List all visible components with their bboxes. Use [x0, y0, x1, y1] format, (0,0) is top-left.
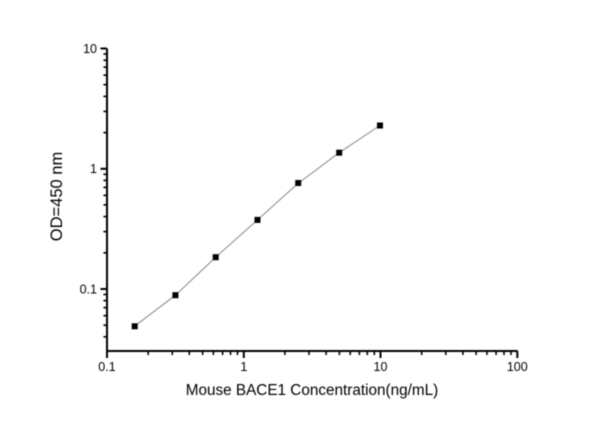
svg-text:0.1: 0.1	[80, 282, 97, 296]
svg-text:0.1: 0.1	[98, 360, 115, 374]
svg-text:100: 100	[507, 360, 528, 374]
svg-text:Mouse BACE1 Concentration(ng/m: Mouse BACE1 Concentration(ng/mL)	[186, 382, 439, 399]
svg-text:1: 1	[90, 162, 97, 176]
svg-text:1: 1	[240, 360, 247, 374]
svg-text:10: 10	[374, 360, 388, 374]
svg-text:10: 10	[83, 42, 97, 56]
svg-text:OD=450 nm: OD=450 nm	[48, 152, 66, 241]
